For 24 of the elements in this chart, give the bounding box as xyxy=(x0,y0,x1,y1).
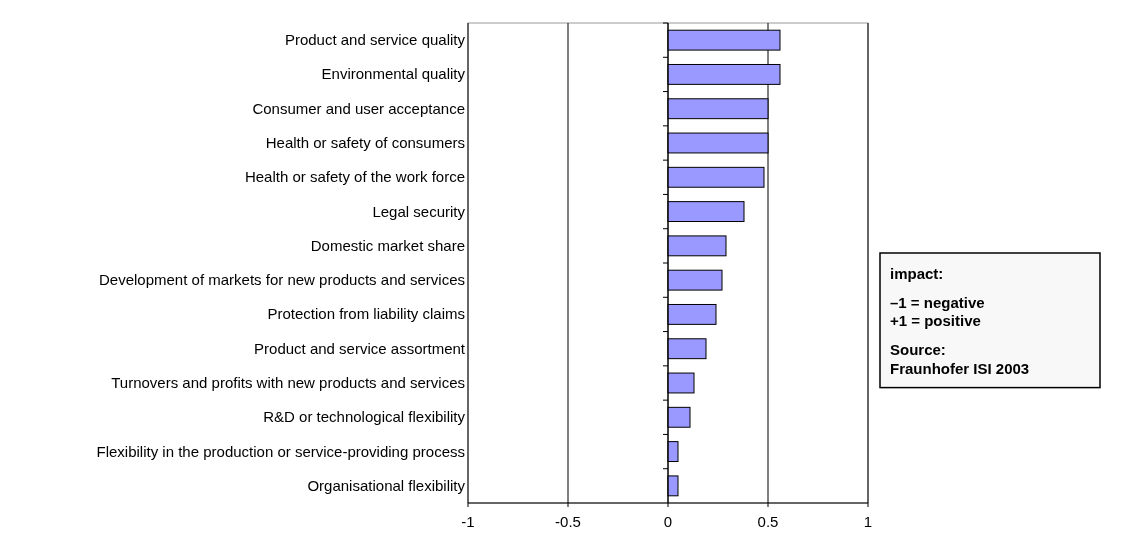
y-tick-label: Product and service assortment xyxy=(254,339,466,357)
source-note: Source: xyxy=(890,340,946,358)
text: –1 = negative xyxy=(890,293,985,311)
y-tick-label: Turnovers and profits with new products and services xyxy=(111,374,465,391)
x-tick-label: 0.5 xyxy=(757,513,779,530)
x-tick-label: 1 xyxy=(863,513,873,530)
x-tick-label: 0 xyxy=(663,513,673,530)
y-tick-label: Organisational flexibility xyxy=(307,476,466,494)
y-tick-label: Legal security xyxy=(372,202,466,220)
y-tick-label: Flexibility in the production or service-providing process xyxy=(96,442,465,460)
y-tick-label: Development of markets for new products and services xyxy=(99,271,465,289)
text: impact: xyxy=(890,265,944,282)
y-tick-label: Product and service quality xyxy=(284,31,466,49)
x-tick-label: -1 xyxy=(461,513,475,530)
y-tick-label: Domestic market share xyxy=(310,236,465,254)
y-tick-label: R&D or technological flexibility xyxy=(263,408,466,426)
y-tick-label: Health or safety of the work force xyxy=(244,168,465,186)
x-tick-label: -0.5 xyxy=(555,513,581,530)
y-tick-label: Environmental quality xyxy=(321,65,466,83)
text: +1 = positive xyxy=(890,312,981,330)
y-tick-label: Protection from liability claims xyxy=(267,305,465,323)
y-tick-label: Consumer and user acceptance xyxy=(252,99,465,117)
y-tick-label: Health or safety of consumers xyxy=(265,134,465,151)
text: Fraunhofer ISI 2003 xyxy=(890,359,1030,377)
